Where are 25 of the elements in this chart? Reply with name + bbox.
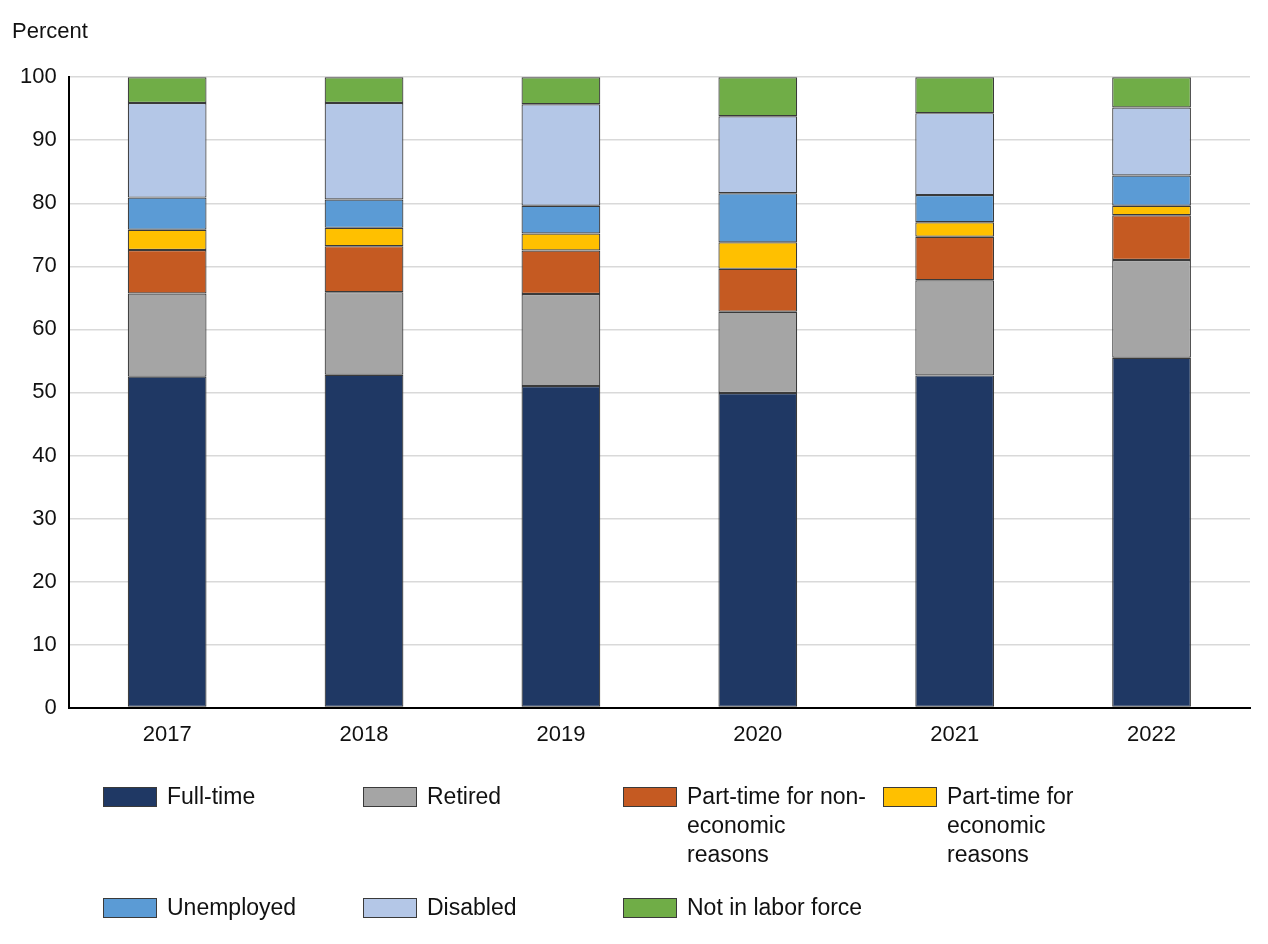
legend-label: Part-time for economic reasons (947, 782, 1075, 869)
legend-label: Not in labor force (687, 893, 863, 922)
legend-label: Disabled (427, 893, 517, 922)
y-tick-label: 60 (32, 315, 57, 341)
y-tick-label: 20 (32, 567, 57, 593)
y-tick-label: 100 (19, 63, 57, 89)
legend-label: Full-time (167, 782, 256, 811)
x-tick-label: 2017 (142, 720, 192, 746)
y-axis-title: Percent (11, 17, 89, 45)
x-tick-label: 2020 (733, 720, 783, 746)
x-tick-label: 2019 (536, 720, 586, 746)
y-tick-label: 30 (32, 504, 57, 530)
legend-label: Unemployed (167, 893, 297, 922)
y-tick-label: 50 (32, 378, 57, 404)
y-tick-label: 10 (32, 630, 57, 656)
y-tick-label: 70 (32, 252, 57, 278)
y-tick-label: 90 (32, 126, 57, 152)
x-tick-label: 2018 (339, 720, 389, 746)
legend-label: Part-time for non-economic reasons (687, 782, 867, 869)
y-tick-label: 40 (32, 441, 57, 467)
legend-label: Retired (427, 782, 502, 811)
x-tick-label: 2022 (1127, 720, 1177, 746)
x-tick-label: 2021 (930, 720, 980, 746)
y-tick-label: 80 (32, 189, 57, 215)
y-tick-label: 0 (44, 693, 57, 719)
